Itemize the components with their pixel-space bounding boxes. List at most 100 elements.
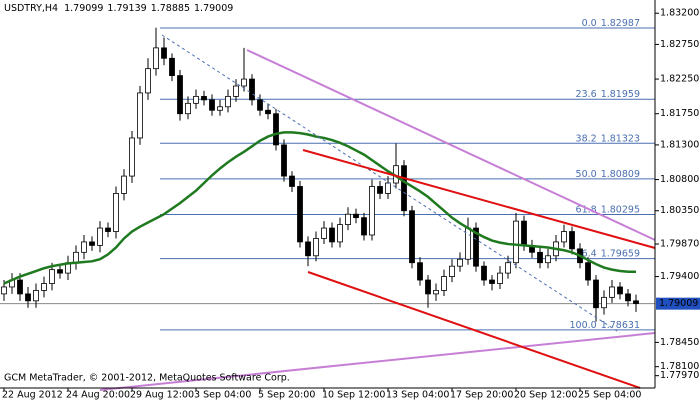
- symbol: USDTRY,H4: [4, 3, 58, 14]
- candle-body: [625, 293, 631, 302]
- x-tick-label: 13 Sep 04:00: [386, 390, 449, 401]
- candle-body: [601, 296, 607, 309]
- candle-body: [433, 290, 439, 295]
- y-tick-label: 1.79870: [660, 238, 699, 249]
- axis: 1.83200 1.82750 1.82250 1.81750 1.81300 1.808…: [2, 8, 700, 401]
- candle-body: [249, 78, 255, 101]
- fib-label: 76.4 1.79659: [576, 248, 640, 259]
- candle-body: [137, 92, 143, 139]
- y-tick-label: 1.83200: [660, 8, 699, 19]
- fib-ratio: 50.0: [576, 168, 597, 179]
- candle-body: [145, 68, 151, 94]
- candle-body: [457, 258, 463, 267]
- candle-body: [321, 227, 327, 239]
- candle-body: [361, 217, 367, 236]
- candle-body: [585, 262, 591, 281]
- header: USDTRY,H4 1.79099 1.79139 1.78885 1.79009: [4, 3, 233, 14]
- candle-body: [225, 95, 231, 108]
- fib-price: 1.78631: [601, 319, 640, 330]
- candle-body: [569, 231, 575, 250]
- candle-body: [209, 99, 215, 111]
- channel-line: [307, 271, 641, 389]
- fib-ratio: 100.0: [570, 319, 597, 330]
- candle-body: [369, 186, 375, 236]
- x-tick-label: 5 Sep 20:00: [258, 390, 315, 401]
- fib-price: 1.82987: [601, 17, 640, 28]
- fib-label: 0.0 1.82987: [582, 17, 640, 28]
- candle-body: [297, 186, 303, 243]
- candle-body: [537, 251, 543, 264]
- x-tick-label: 3 Sep 04:00: [194, 390, 251, 401]
- fib-label: 50.0 1.80809: [576, 168, 640, 179]
- candle-body: [73, 251, 79, 264]
- x-tick-label: 17 Sep 20:00: [450, 390, 513, 401]
- candle-body: [177, 75, 183, 115]
- footer: GCM MetaTrader, © 2001-2012, MetaQuotes …: [4, 373, 290, 384]
- y-tick-label: 1.79400: [660, 271, 699, 282]
- candle-body: [169, 57, 175, 77]
- fib-price: 1.81323: [601, 133, 640, 144]
- candle-body: [449, 265, 455, 277]
- y-tick-label: 1.78100: [660, 361, 699, 372]
- plot-area: 0.0 1.82987 23.6 1.81959 38.2 1.81323 50.0 1.80…: [0, 17, 655, 331]
- price-box: [656, 297, 700, 310]
- candle-body: [401, 165, 407, 212]
- candle-body: [33, 290, 39, 302]
- x-tick-label: 22 Aug 2012: [2, 390, 63, 401]
- candle-body: [185, 102, 191, 115]
- candle-body: [513, 220, 519, 264]
- candle-body: [305, 241, 311, 257]
- candle-body: [617, 286, 623, 295]
- fib-price: 1.80295: [601, 204, 640, 215]
- candle-body: [233, 85, 239, 97]
- candle-body: [441, 276, 447, 291]
- candle-body: [49, 269, 55, 284]
- trend-line: [99, 332, 656, 391]
- candle-body: [241, 78, 247, 87]
- trend-line: [246, 49, 656, 241]
- candle-body: [353, 213, 359, 219]
- x-tick-label: 24 Aug 20:00: [66, 390, 130, 401]
- candle-body: [473, 227, 479, 267]
- fib-label: 100.0 1.78631: [570, 319, 641, 330]
- y-tick-label: 1.81300: [660, 139, 699, 150]
- candle-body: [337, 224, 343, 243]
- x-tick-label: 20 Sep 12:00: [514, 390, 577, 401]
- candle-body: [129, 137, 135, 177]
- fib-price: 1.80809: [601, 168, 640, 179]
- candle-body: [609, 286, 615, 298]
- fib-ratio: 0.0: [582, 17, 597, 28]
- y-tick-label: 1.81750: [660, 108, 699, 119]
- ohlc: 1.79009: [194, 3, 233, 14]
- fib-price: 1.79659: [601, 248, 640, 259]
- fib-label: 23.6 1.81959: [576, 89, 640, 100]
- y-tick-label: 1.82750: [660, 39, 699, 50]
- candle-body: [329, 227, 335, 243]
- ohlc: 1.79099: [64, 3, 103, 14]
- candle-body: [345, 213, 351, 225]
- candle-body: [153, 47, 159, 70]
- fib-label: 61.8 1.80295: [576, 204, 640, 215]
- candle-body: [561, 231, 567, 243]
- candle-body: [265, 109, 271, 115]
- candle-body: [633, 300, 639, 304]
- price-label: 1.79009: [659, 298, 698, 309]
- candle-body: [193, 95, 199, 104]
- fib-ratio: 61.8: [576, 204, 597, 215]
- candle-body: [105, 227, 111, 232]
- fib-base-line: [161, 34, 621, 334]
- candle-body: [593, 279, 599, 309]
- x-tick-label: 10 Sep 12:00: [322, 390, 385, 401]
- candle-body: [97, 227, 103, 246]
- candle-body: [89, 241, 95, 246]
- fib-ratio: 23.6: [576, 89, 597, 100]
- y-tick-label: 1.77970: [660, 370, 699, 381]
- ohlc: 1.79139: [107, 3, 146, 14]
- candle-body: [497, 272, 503, 284]
- candle-body: [489, 279, 495, 284]
- y-tick-label: 1.82250: [660, 74, 699, 85]
- candle-body: [161, 47, 167, 59]
- candle-body: [81, 241, 87, 253]
